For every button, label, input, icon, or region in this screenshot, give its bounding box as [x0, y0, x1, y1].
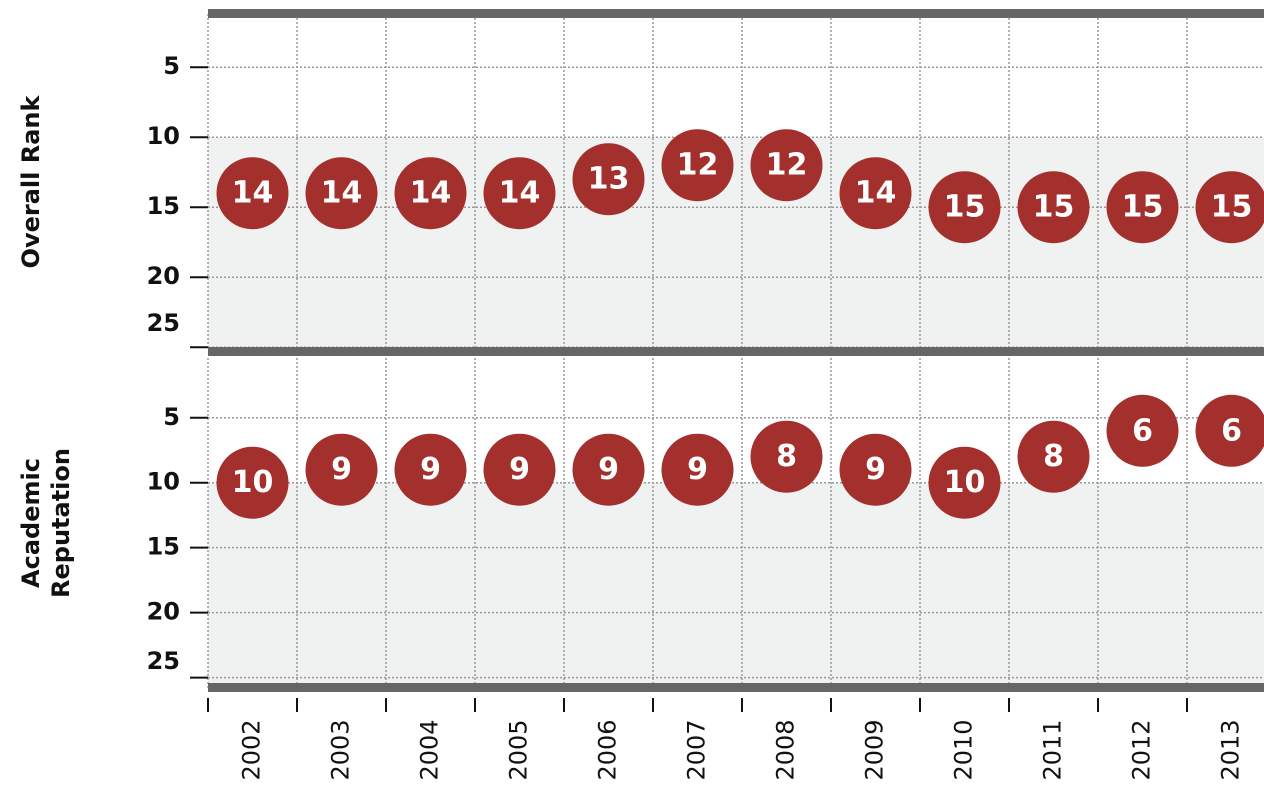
data-label: 14 — [499, 176, 541, 211]
y-tick-label: 10 — [147, 468, 180, 496]
data-label: 8 — [776, 439, 797, 474]
shade-band — [208, 482, 1264, 688]
dot — [394, 433, 467, 506]
panel-border — [208, 9, 1264, 18]
dot — [1017, 171, 1090, 244]
y-tick-label: 25 — [147, 647, 180, 675]
dot — [572, 143, 645, 216]
x-tick-label: 2010 — [950, 719, 978, 780]
x-tick-label: 2012 — [1128, 719, 1156, 780]
x-tick-label: 2007 — [683, 719, 711, 780]
dot — [750, 420, 823, 493]
data-label: 9 — [865, 452, 886, 487]
data-label: 14 — [321, 176, 363, 211]
y-tick-label: 15 — [147, 533, 180, 561]
data-label: 12 — [677, 148, 719, 183]
dot — [1106, 394, 1179, 467]
data-label: 15 — [1033, 190, 1075, 225]
data-label: 10 — [944, 465, 986, 500]
y-tick-label: 10 — [147, 122, 180, 150]
dot — [216, 157, 289, 230]
x-tick-label: 2008 — [772, 719, 800, 780]
dot — [1106, 171, 1179, 244]
dot — [1195, 394, 1264, 467]
dot — [839, 157, 912, 230]
x-tick-label: 2003 — [327, 719, 355, 780]
shade-band — [208, 137, 1264, 350]
data-label: 13 — [588, 162, 630, 197]
data-label: 9 — [331, 452, 352, 487]
y-axis-title: Reputation — [47, 448, 75, 598]
y-tick-label: 20 — [147, 598, 180, 626]
data-label: 15 — [1122, 190, 1164, 225]
dot — [483, 433, 556, 506]
y-tick-label: 20 — [147, 262, 180, 290]
dot — [928, 446, 1001, 519]
data-label: 9 — [687, 452, 708, 487]
dot — [572, 433, 645, 506]
dot — [1195, 171, 1264, 244]
data-label: 14 — [855, 176, 897, 211]
x-tick-label: 2013 — [1217, 719, 1245, 780]
y-axis-title: Academic — [17, 458, 45, 588]
data-label: 10 — [232, 465, 274, 500]
dot — [750, 129, 823, 202]
y-axis-title: Overall Rank — [17, 95, 45, 269]
data-label: 6 — [1221, 413, 1242, 448]
dot — [661, 129, 734, 202]
y-tick-label: 5 — [163, 52, 180, 80]
data-label: 15 — [1211, 190, 1253, 225]
x-tick-label: 2009 — [861, 719, 889, 780]
data-label: 6 — [1132, 413, 1153, 448]
y-tick-label: 25 — [147, 309, 180, 337]
dot — [483, 157, 556, 230]
y-tick-label: 5 — [163, 403, 180, 431]
panel-border — [208, 683, 1264, 692]
panel-border — [208, 347, 1264, 356]
data-label: 8 — [1043, 439, 1064, 474]
data-label: 9 — [509, 452, 530, 487]
data-label: 14 — [232, 176, 274, 211]
dot — [661, 433, 734, 506]
dot — [1017, 420, 1090, 493]
dot — [839, 433, 912, 506]
x-tick-label: 2006 — [594, 719, 622, 780]
x-tick-label: 2002 — [238, 719, 266, 780]
y-tick-label: 15 — [147, 192, 180, 220]
dot — [305, 433, 378, 506]
data-label: 14 — [410, 176, 452, 211]
data-label: 12 — [766, 148, 808, 183]
dot — [928, 171, 1001, 244]
data-label: 15 — [944, 190, 986, 225]
x-tick-label: 2005 — [505, 719, 533, 780]
x-tick-label: 2011 — [1039, 719, 1067, 780]
data-label: 9 — [420, 452, 441, 487]
x-tick-label: 2004 — [416, 719, 444, 780]
dot — [394, 157, 467, 230]
dot — [305, 157, 378, 230]
data-label: 9 — [598, 452, 619, 487]
dot — [216, 446, 289, 519]
